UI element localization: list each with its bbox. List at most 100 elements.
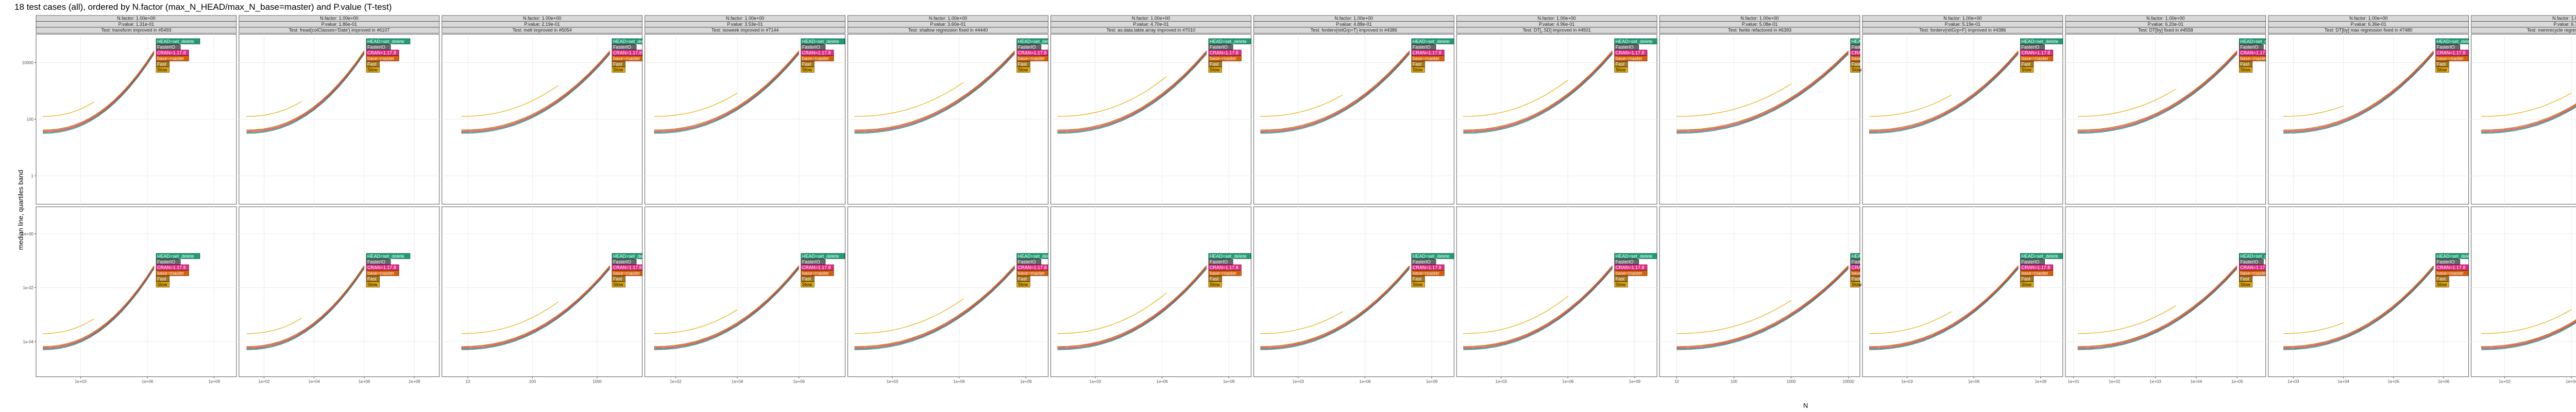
label-head-set-delete: HEAD=set_delete [1413,39,1450,44]
x-axis: 1e+03 1e+06 1e+09 [1495,376,1641,384]
x-tick-label: 1e+02 [258,380,270,384]
label-slow: Slow [2021,282,2031,287]
strip-label: N.factor: 1.00e+00 [929,16,967,21]
label-box [612,38,642,44]
series-line-base-master [1057,266,1207,348]
label-base-master: base=master [1018,270,1045,276]
series-line-fast [854,50,1015,130]
label-box [2435,49,2469,56]
label-box [801,55,834,61]
direct-labels: HEAD=set_deleteFasterIOCRAN=1.17.8base=m… [1411,253,1454,287]
series-line-fast [461,265,611,347]
label-box [1850,44,1860,50]
strip-nfactor: N.factor: 1.00e+00 [442,15,643,22]
label-base-master: base=master [613,56,640,61]
label-slow: Slow [1616,67,1626,73]
strip-label: Test: shallow regression fixed in #4440 [908,28,988,33]
label-box [1208,55,1242,61]
panel-seconds: HEAD=set_deleteFasterIOCRAN=1.17.8base=m… [442,207,650,384]
label-fast: Fast [613,276,622,281]
series-line-fast [461,50,611,130]
series-line-base-master [654,266,800,348]
panel-seconds: HEAD=set_deleteFasterIOCRAN=1.17.8base=m… [239,207,440,384]
label-box [2239,281,2253,287]
x-tick-label: 1e+03 [2149,380,2161,384]
series-line-fasterio [1676,53,1849,133]
series-line-fast [2481,319,2576,347]
series-line-base-master [854,266,1015,348]
x-tick-label: 1e+09 [208,380,220,384]
panel-kilobytes: HEAD=set_deleteFasterIOCRAN=1.17.8base=m… [22,34,237,204]
label-fasterio: FasterIO [802,259,820,264]
series-line-head-set-delete [2481,107,2576,134]
series-line-base-master [1869,51,2019,131]
label-slow: Slow [1413,67,1423,73]
panel-border [1253,207,1454,377]
series-line-fasterio [1057,53,1207,133]
series-line-base-master [1057,51,1207,131]
series-line-fasterio [1260,268,1410,350]
label-box [2239,264,2266,270]
label-box [612,61,625,67]
label-box [1614,276,1628,282]
label-box [2239,55,2266,61]
series-line-head-set-delete [854,268,1015,350]
label-box [366,44,391,50]
label-base-master: base=master [2437,270,2464,276]
label-box [801,259,826,265]
series-line-fasterio [461,268,611,350]
series-line-base-master [246,51,365,131]
label-box [1208,44,1233,50]
series-line-slow [2481,309,2572,334]
series-line-head-set-delete [1463,54,1613,134]
series-line-cran-1-17-8 [1057,52,1207,132]
series-line-slow [42,101,94,117]
x-axis: 1e+03 1e+06 1e+09 [887,376,1032,384]
series-line-head-set-delete [1676,268,1849,350]
label-box [1411,55,1445,61]
label-base-master: base=master [2240,270,2267,276]
label-box [2020,49,2054,56]
label-fast: Fast [1018,276,1027,281]
label-slow: Slow [1413,282,1423,287]
strip-nfactor: N.factor: 1.00e+00 [2268,15,2469,22]
label-head-set-delete: HEAD=set_delete [1210,253,1247,259]
series-line-fasterio [246,53,365,133]
label-fasterio: FasterIO [1018,45,1036,50]
panel-seconds: HEAD=set_deleteFasterIOCRAN=1.17.8base=m… [1862,207,2063,384]
x-tick-label: 1000 [1787,380,1796,384]
label-head-set-delete: HEAD=set_delete [1018,39,1055,44]
label-box [156,38,200,44]
label-box [2020,44,2045,50]
series-line-slow [1057,293,1167,334]
label-box [801,270,834,276]
label-box [2020,281,2034,287]
series-line-fast [2077,50,2238,130]
series-line-head-set-delete [1260,54,1410,134]
series-line-fast [854,265,1015,347]
label-base-master: base=master [802,270,829,276]
y-tick-label: 1e-04 [23,339,34,344]
strip-label: N.factor: 1.00e+00 [117,16,155,21]
series-line-fast [1869,265,2019,347]
strip-pvalue: P.value: 4.88e-01 [1253,21,1454,28]
x-axis: 1e+03 1e+04 1e+05 1e+06 [2287,376,2450,384]
series-line-base-master [654,51,800,131]
label-box [612,259,637,265]
series-line-fast [1869,50,2019,130]
label-fast: Fast [1616,276,1625,281]
label-head-set-delete: HEAD=set_delete [802,253,839,259]
direct-labels: HEAD=set_deleteFasterIOCRAN=1.17.8base=m… [2239,38,2277,73]
series-line-fasterio [1869,268,2019,350]
direct-labels: HEAD=set_deleteFasterIOCRAN=1.17.8base=m… [801,253,845,287]
direct-labels: HEAD=set_deleteFasterIOCRAN=1.17.8base=m… [612,253,650,287]
strip-test: Test: memrecycle regression fixed in #54… [2471,27,2576,33]
series-line-head-set-delete [246,54,365,134]
series-line-base-master [461,266,611,348]
label-head-set-delete: HEAD=set_delete [1210,39,1247,44]
y-axis: 1e-04 1e-02 1e+00 [22,232,36,344]
label-cran-1-17-8: CRAN=1.17.8 [1413,50,1442,56]
strip-nfactor: N.factor: 1.00e+00 [239,15,440,22]
label-fast: Fast [367,62,377,67]
series-line-slow [2077,305,2176,334]
